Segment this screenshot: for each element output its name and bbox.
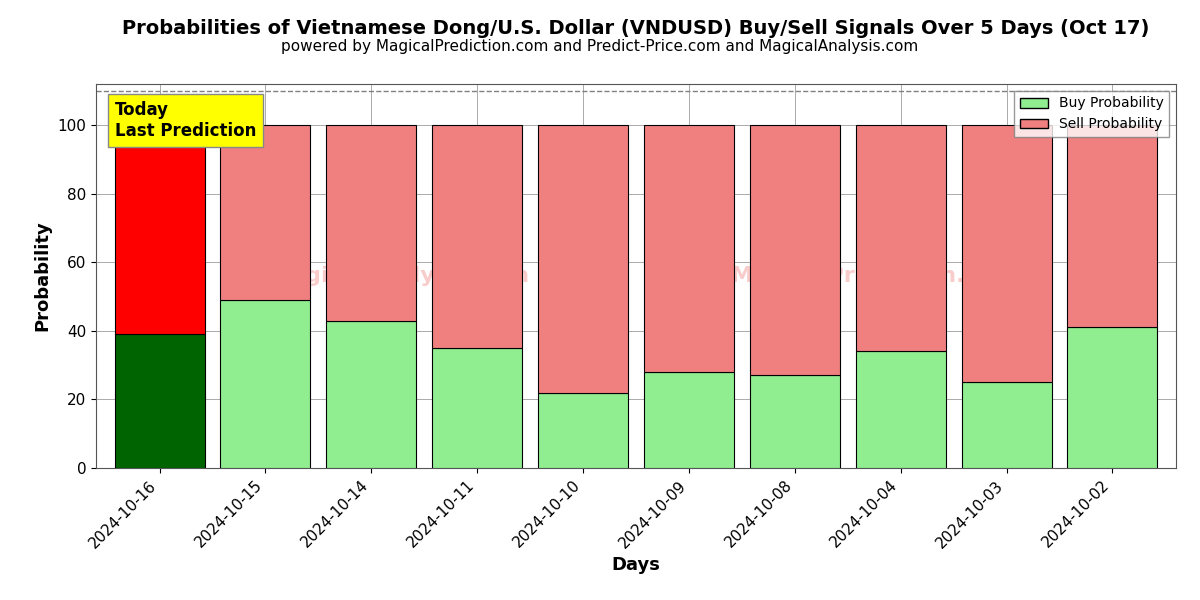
Bar [538,392,628,468]
Bar [1068,328,1158,468]
Bar [326,125,416,320]
Bar [221,125,311,300]
Bar [856,352,946,468]
Legend: Buy Probability, Sell Probability: Buy Probability, Sell Probability [1014,91,1169,137]
Bar [326,320,416,468]
Bar [961,382,1051,468]
Bar [432,348,522,468]
Bar [644,372,734,468]
Bar [856,125,946,352]
Y-axis label: Probability: Probability [34,221,52,331]
Bar [432,125,522,348]
Bar [750,125,840,376]
Bar [538,125,628,392]
X-axis label: Days: Days [612,556,660,574]
Bar [114,334,204,468]
Bar [961,125,1051,382]
Bar [221,300,311,468]
Text: Today
Last Prediction: Today Last Prediction [115,101,257,140]
Bar [1068,125,1158,328]
Text: powered by MagicalPrediction.com and Predict-Price.com and MagicalAnalysis.com: powered by MagicalPrediction.com and Pre… [281,39,919,54]
Text: MagicalAnalysis.com: MagicalAnalysis.com [268,266,529,286]
Title: Probabilities of Vietnamese Dong/U.S. Dollar (VNDUSD) Buy/Sell Signals Over 5 Da: Probabilities of Vietnamese Dong/U.S. Do… [122,19,1150,38]
Bar [644,125,734,372]
Bar [114,125,204,334]
Bar [750,376,840,468]
Text: MagicalPrediction.com: MagicalPrediction.com [731,266,1016,286]
